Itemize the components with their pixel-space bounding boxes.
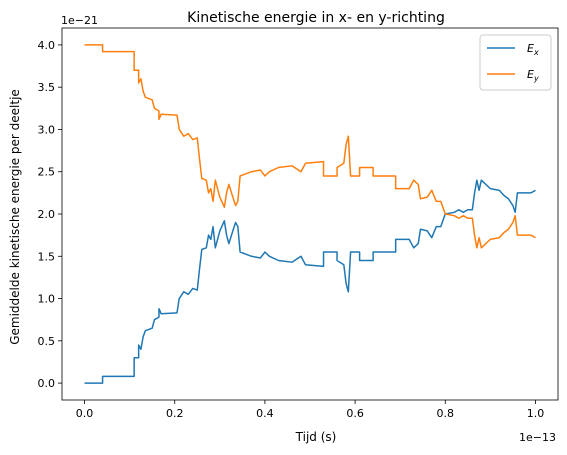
y-tick-label: 2.5 [38,166,56,179]
legend: Ex Ey [479,34,552,91]
y-axis-ticks: 0.0 0.5 1.0 1.5 2.0 2.5 3.0 3.5 4.0 [38,39,62,390]
y-tick-label: 4.0 [38,39,56,52]
x-axis-label: Tijd (s) [295,430,337,444]
x-tick-label: 0.8 [437,407,455,420]
x-tick-label: 0.2 [166,407,184,420]
y-tick-label: 2.0 [38,208,56,221]
x-tick-label: 0.0 [76,407,94,420]
x-tick-label: 0.6 [346,407,364,420]
chart-title: Kinetische energie in x- en y-richting [187,10,445,26]
y-tick-label: 0.0 [38,377,56,390]
legend-box [479,34,552,91]
y-offset-label: 1e−21 [61,14,98,27]
y-tick-label: 0.5 [38,335,56,348]
y-tick-label: 3.0 [38,123,56,136]
y-tick-label: 1.0 [38,293,56,306]
legend-label-ex: Ex [527,42,539,57]
x-offset-label: 1e−13 [519,431,556,444]
plot-frame [61,27,559,401]
y-tick-label: 3.5 [38,81,56,94]
series-line-ey [84,44,536,249]
y-tick-label: 1.5 [38,250,56,263]
series-line-ex [84,179,536,384]
legend-label-ey: Ey [527,68,539,83]
series-layer [84,44,536,384]
x-tick-label: 0.4 [256,407,274,420]
y-axis-label: Gemiddelde kinetische energie per deeltj… [8,89,22,345]
x-axis-ticks: 0.0 0.2 0.4 0.6 0.8 1.0 [76,400,544,420]
x-tick-label: 1.0 [527,407,545,420]
